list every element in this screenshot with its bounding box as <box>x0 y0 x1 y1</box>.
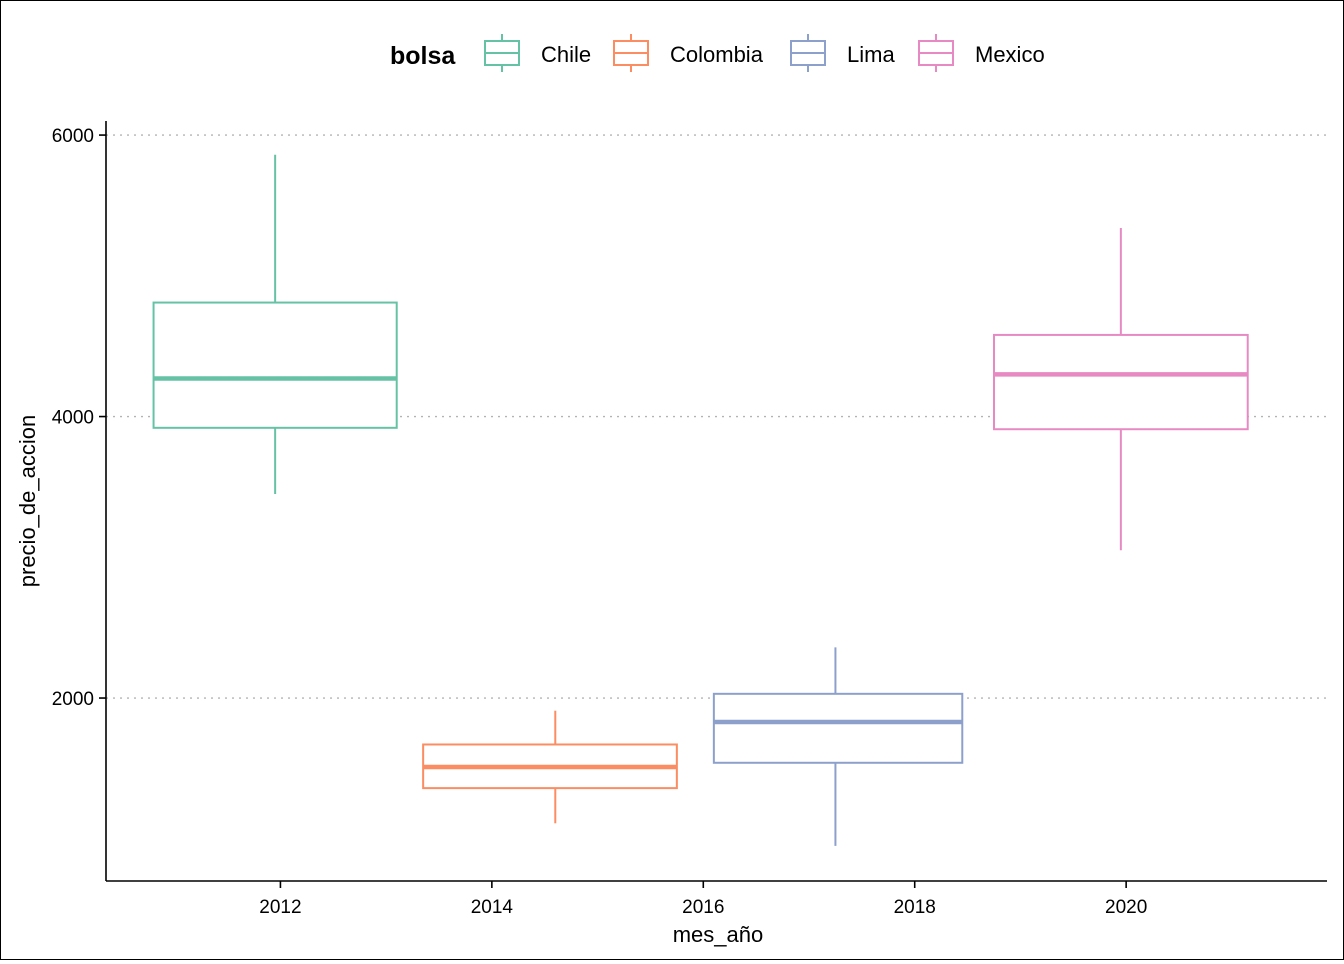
legend-label-chile: Chile <box>541 42 591 67</box>
y-axis-title: precio_de_accion <box>15 415 40 587</box>
legend-key-mexico <box>918 34 954 72</box>
iqr-box-chile <box>152 301 398 429</box>
iqr-box-mexico <box>993 333 1249 431</box>
axes <box>105 121 1327 882</box>
box-lima <box>712 647 964 846</box>
x-axis-title: mes_año <box>673 922 764 947</box>
boxes <box>152 154 1249 846</box>
y-tick-label-4000: 4000 <box>52 408 94 429</box>
x-tick-label-2014: 2014 <box>471 897 514 918</box>
legend-label-lima: Lima <box>847 42 895 67</box>
box-colombia <box>422 710 678 824</box>
y-tick-label-6000: 6000 <box>52 126 94 147</box>
legend-key-lima <box>790 34 826 72</box>
legend-label-mexico: Mexico <box>975 42 1045 67</box>
x-tick-label-2018: 2018 <box>894 897 936 918</box>
box-mexico <box>993 227 1249 551</box>
iqr-box-lima <box>712 692 964 764</box>
x-tick-label-2020: 2020 <box>1105 897 1147 918</box>
legend-key-colombia <box>613 34 649 72</box>
legend-title: bolsa <box>390 42 456 70</box>
box-chile <box>152 154 398 494</box>
x-tick-label-2016: 2016 <box>682 897 724 918</box>
legend-label-colombia: Colombia <box>670 42 764 67</box>
legend-key-chile <box>484 34 520 72</box>
x-ticks: 2012 2014 2016 2018 2020 <box>259 881 1147 918</box>
y-tick-label-2000: 2000 <box>52 689 94 710</box>
legend: bolsa Chile Colombia Lima Mexico <box>390 34 1045 72</box>
y-ticks: 2000 4000 6000 <box>52 126 106 710</box>
x-tick-label-2012: 2012 <box>259 897 301 918</box>
